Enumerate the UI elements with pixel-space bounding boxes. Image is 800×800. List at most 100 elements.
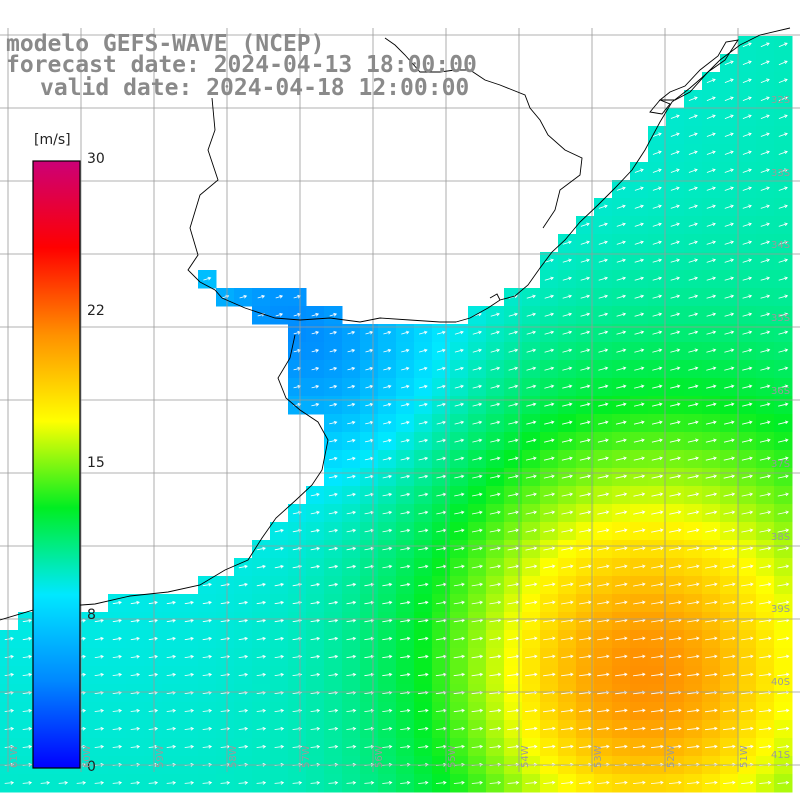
wind-arrow xyxy=(490,330,500,335)
wind-arrow xyxy=(453,636,465,641)
wind-arrow xyxy=(741,600,754,605)
wind-arrow xyxy=(688,330,699,335)
wind-arrow xyxy=(652,258,663,263)
wind-arrow xyxy=(760,78,770,83)
wind-arrow xyxy=(400,780,411,785)
wind-arrow xyxy=(328,546,339,551)
wind-arrow xyxy=(777,492,789,497)
wind-arrow xyxy=(615,546,628,551)
wind-arrow xyxy=(166,726,177,731)
wind-arrow xyxy=(634,348,645,353)
wind-arrow xyxy=(778,294,789,299)
wind-arrow xyxy=(256,726,267,731)
wind-arrow xyxy=(544,312,555,317)
wind-arrow xyxy=(256,618,267,623)
wind-arrow xyxy=(310,510,320,515)
wind-arrow xyxy=(778,420,789,425)
wind-arrow xyxy=(382,672,393,677)
wind-arrow xyxy=(670,258,681,263)
wind-arrow xyxy=(760,114,770,119)
wind-arrow xyxy=(238,618,249,623)
wind-arrow xyxy=(759,708,772,713)
wind-arrow xyxy=(400,546,411,551)
wind-arrow xyxy=(651,456,663,461)
wind-arrow xyxy=(274,582,285,587)
wind-arrow xyxy=(687,528,700,533)
wind-arrow xyxy=(453,582,465,587)
wind-arrow xyxy=(614,726,628,731)
wind-arrow xyxy=(740,744,754,749)
wind-arrow xyxy=(148,708,159,713)
wind-arrow xyxy=(562,330,573,335)
wind-arrow xyxy=(778,96,788,101)
wind-arrow xyxy=(670,348,681,353)
wind-arrow xyxy=(166,708,177,713)
wind-arrow xyxy=(401,384,410,389)
wind-arrow xyxy=(741,582,754,587)
wind-arrow xyxy=(777,456,789,461)
wind-arrow xyxy=(94,672,105,677)
wind-arrow xyxy=(578,744,592,749)
wind-arrow xyxy=(580,258,590,263)
wind-arrow xyxy=(742,204,752,209)
wind-arrow xyxy=(688,366,699,371)
wind-arrow xyxy=(346,546,357,551)
wind-arrow xyxy=(130,780,141,785)
wind-arrow xyxy=(742,114,752,119)
wind-arrow xyxy=(508,456,519,461)
wind-arrow xyxy=(436,384,446,389)
wind-arrow xyxy=(759,636,772,641)
wind-arrow xyxy=(94,636,104,641)
wind-arrow xyxy=(579,672,592,677)
wind-arrow xyxy=(652,132,662,137)
wind-arrow xyxy=(472,384,483,389)
wind-arrow xyxy=(633,492,646,497)
wind-arrow xyxy=(220,726,231,731)
wind-arrow xyxy=(705,582,718,587)
wind-arrow xyxy=(759,564,772,569)
wind-arrow xyxy=(454,438,465,443)
wind-arrow xyxy=(347,420,356,425)
wind-arrow xyxy=(633,438,645,443)
wind-arrow xyxy=(651,636,664,641)
wind-arrow xyxy=(311,312,320,317)
wind-arrow xyxy=(471,600,484,605)
wind-arrow xyxy=(669,636,682,641)
wind-arrow xyxy=(687,600,700,605)
wind-arrow xyxy=(490,384,501,389)
wind-arrow xyxy=(669,438,681,443)
wind-arrow xyxy=(274,744,285,749)
wind-arrow xyxy=(346,636,357,641)
wind-arrow xyxy=(418,492,429,497)
wind-arrow xyxy=(148,618,158,623)
wind-arrow xyxy=(740,726,754,731)
wind-arrow xyxy=(759,510,772,515)
wind-arrow xyxy=(652,330,663,335)
wind-arrow xyxy=(328,510,338,515)
wind-arrow xyxy=(382,564,393,569)
wind-arrow xyxy=(401,348,410,353)
wind-arrow xyxy=(670,240,680,245)
wind-arrow xyxy=(634,312,645,317)
wind-arrow xyxy=(777,546,790,551)
wind-arrow xyxy=(742,276,753,281)
wind-arrow xyxy=(328,600,339,605)
wind-arrow xyxy=(544,438,555,443)
wind-arrow xyxy=(544,294,555,299)
wind-arrow xyxy=(507,492,519,497)
wind-arrow xyxy=(560,744,574,749)
wind-arrow xyxy=(292,780,303,785)
wind-arrow xyxy=(453,618,465,623)
wind-arrow xyxy=(418,744,429,749)
wind-arrow xyxy=(724,258,735,263)
wind-arrow xyxy=(724,168,734,173)
wind-arrow xyxy=(723,456,735,461)
wind-arrow xyxy=(633,672,646,677)
wind-arrow xyxy=(202,672,213,677)
wind-arrow xyxy=(489,492,501,497)
wind-arrow xyxy=(706,258,717,263)
wind-arrow xyxy=(724,114,734,119)
wind-arrow xyxy=(598,240,608,245)
wind-arrow xyxy=(561,564,574,569)
wind-arrow xyxy=(274,636,285,641)
